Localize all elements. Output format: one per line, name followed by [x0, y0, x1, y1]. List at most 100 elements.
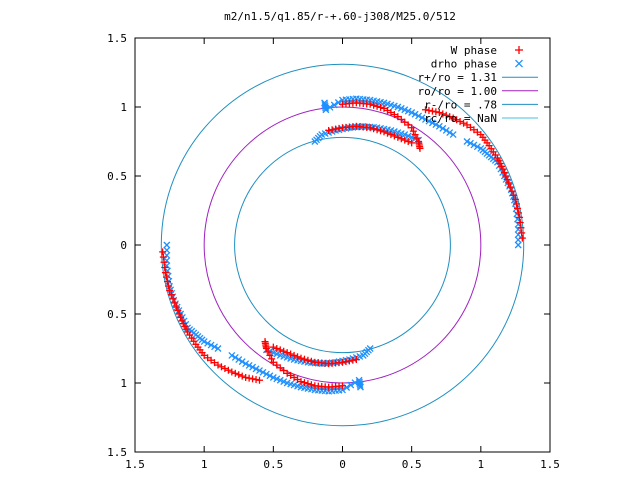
legend-label: r-/ro = .78 — [424, 98, 497, 111]
w-phase-point — [435, 109, 443, 117]
w-phase-point — [228, 368, 236, 376]
y-tick-label: 1.5 — [107, 446, 127, 459]
w-phase-point — [175, 310, 183, 318]
w-phase-point — [510, 191, 518, 199]
w-phase-point — [516, 213, 524, 221]
drho-phase-point — [231, 354, 239, 361]
w-phase-point — [217, 363, 225, 371]
x-tick-label: 0.5 — [263, 458, 283, 471]
drho-phase-point — [432, 121, 440, 129]
w-phase-point — [245, 374, 253, 382]
drho-phase-point — [242, 360, 250, 368]
circle-r-minus — [234, 136, 451, 354]
w-phase-point — [224, 366, 232, 374]
w-phase-point — [505, 179, 512, 187]
w-phase-point — [499, 165, 507, 173]
drho-phase-point — [422, 115, 429, 123]
drho-phase-point — [214, 345, 222, 352]
w-phase-point — [290, 351, 298, 359]
w-phase-point — [173, 303, 180, 311]
w-phase-point — [513, 204, 521, 212]
w-phase-point — [422, 106, 429, 114]
w-phase-point — [502, 172, 510, 180]
w-phase-point — [171, 299, 179, 307]
w-phase-point — [377, 103, 385, 111]
drho-phase-point — [228, 351, 236, 359]
circle-r-plus — [160, 63, 525, 427]
w-phase-point — [261, 338, 269, 346]
w-phase-point — [517, 224, 525, 232]
w-phase-point — [256, 376, 263, 384]
w-phase-point — [283, 349, 291, 357]
w-phase-point — [383, 129, 391, 137]
w-phase-point — [280, 347, 288, 355]
x-tick-label: 1 — [201, 458, 208, 471]
w-phase-point — [328, 126, 336, 134]
w-phase-point — [159, 248, 167, 256]
drho-phase-point — [411, 110, 419, 118]
legend-label: ro/ro = 1.00 — [418, 85, 497, 98]
drho-phase-point — [425, 117, 433, 125]
w-phase-point — [300, 379, 308, 387]
drho-phase-point — [514, 241, 522, 249]
w-phase-point — [273, 345, 281, 352]
w-phase-point — [231, 369, 239, 377]
w-phase-point — [307, 357, 315, 365]
drho-phase-point — [347, 381, 355, 389]
w-phase-point — [159, 253, 167, 261]
w-phase-point — [300, 355, 308, 363]
drho-phase-point — [163, 241, 171, 249]
w-phase-point — [416, 144, 424, 152]
w-phase-point — [394, 133, 402, 141]
w-phase-point — [166, 287, 174, 295]
w-phase-point — [506, 183, 514, 191]
y-tick-label: 0.5 — [107, 308, 127, 321]
w-phase-point — [304, 380, 312, 388]
w-phase-point — [174, 307, 182, 315]
w-phase-point — [160, 258, 168, 266]
w-phase-point — [518, 229, 526, 237]
w-phase-point — [294, 353, 302, 361]
w-phase-point — [161, 269, 169, 277]
w-phase-point — [164, 278, 172, 286]
w-phase-point — [161, 263, 169, 271]
drho-phase-point — [256, 367, 263, 375]
drho-phase-point — [207, 341, 215, 349]
w-phase-point — [349, 356, 357, 364]
drho-phase-point — [351, 379, 359, 387]
w-phase-point — [380, 128, 388, 136]
drho-phase-point — [330, 101, 338, 109]
w-phase-point — [325, 126, 333, 134]
w-phase-point — [249, 375, 257, 383]
w-phase-point — [335, 124, 343, 132]
w-phase-point — [342, 358, 350, 366]
drho-phase-point — [326, 103, 334, 111]
x-tick-label: 1.5 — [125, 458, 145, 471]
w-phase-point — [345, 357, 353, 365]
w-phase-point — [366, 100, 374, 108]
w-phase-point — [221, 365, 229, 373]
legend-label: drho phase — [431, 58, 497, 71]
y-tick-label: 1.5 — [107, 32, 127, 45]
drho-phase-point — [249, 363, 257, 371]
drho-phase-point — [262, 370, 270, 378]
w-phase-point — [408, 139, 416, 147]
w-phase-point — [304, 356, 312, 364]
w-phase-point — [425, 106, 433, 114]
x-tick-label: 0.5 — [402, 458, 422, 471]
w-phase-point — [397, 135, 405, 143]
w-phase-point — [235, 371, 243, 379]
w-phase-point — [332, 125, 340, 133]
chart-title: m2/n1.5/q1.85/r-+.60-j308/M25.0/512 — [224, 10, 456, 23]
y-tick-label: 1 — [120, 101, 127, 114]
w-phase-point — [390, 132, 398, 140]
w-phase-point — [511, 195, 519, 203]
y-tick-label: 0 — [120, 239, 127, 252]
w-phase-point — [238, 372, 246, 380]
w-phase-point — [518, 234, 526, 242]
w-phase-point — [252, 376, 260, 384]
drho-phase-point — [449, 131, 457, 139]
w-phase-point — [516, 219, 524, 227]
legend-label: rc/ro = NaN — [424, 112, 497, 125]
w-phase-point — [428, 107, 436, 115]
